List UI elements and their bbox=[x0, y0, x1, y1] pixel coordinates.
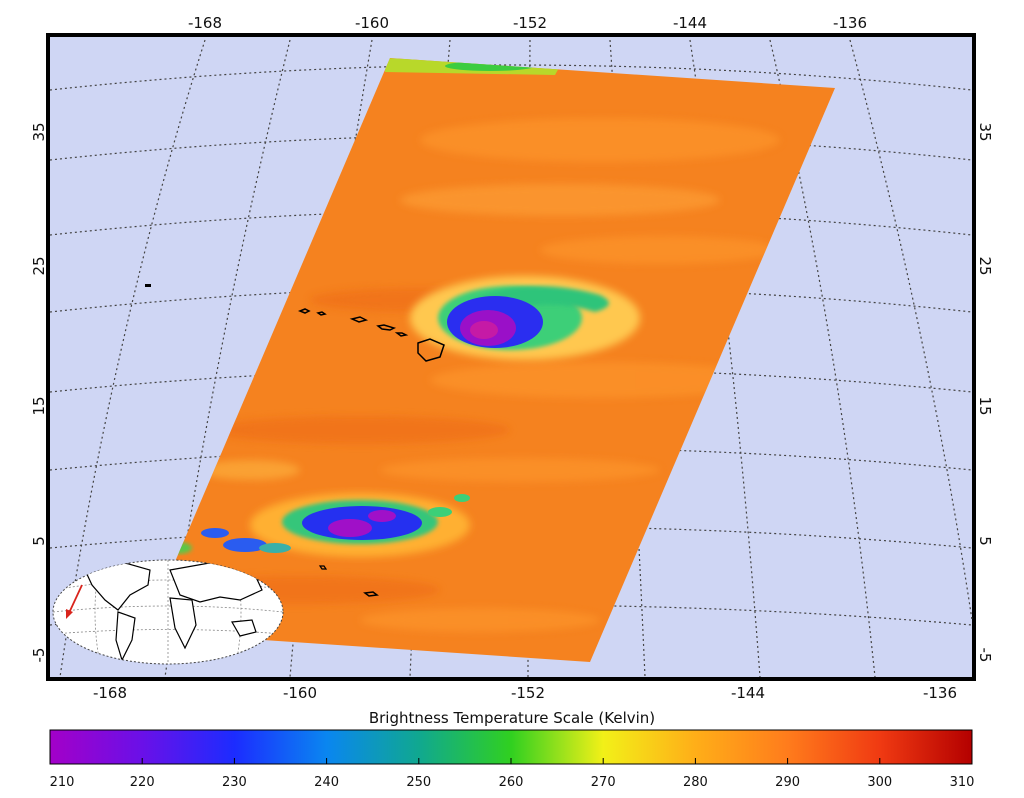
small-island bbox=[363, 591, 379, 597]
africa-outline bbox=[169, 597, 197, 650]
longitude-line bbox=[849, 39, 973, 621]
lon-label-top: -160 bbox=[355, 14, 389, 32]
lon-label-top: -168 bbox=[188, 14, 222, 32]
cluster-purple bbox=[368, 510, 396, 522]
cluster-cell bbox=[454, 494, 470, 502]
lon-label-bottom: -152 bbox=[511, 684, 545, 702]
lat-label-left: 15 bbox=[30, 396, 48, 415]
island-outline bbox=[417, 338, 445, 362]
lat-label-right: 5 bbox=[976, 536, 994, 546]
latitude-line bbox=[49, 64, 973, 91]
colorbar-tick-label: 300 bbox=[867, 775, 892, 790]
world-locator-inset bbox=[52, 559, 284, 665]
lon-label-top: -144 bbox=[673, 14, 707, 32]
colorbar-tick-label: 280 bbox=[683, 775, 708, 790]
cluster-purple bbox=[328, 519, 372, 537]
longitude-line bbox=[769, 39, 876, 678]
locator-arrow-icon bbox=[68, 584, 83, 614]
longitude-line bbox=[59, 39, 206, 678]
longitude-line bbox=[289, 39, 373, 678]
cluster-cell bbox=[223, 538, 267, 552]
left-latitude-labels: 35 25 15 5 -5 bbox=[30, 122, 48, 662]
island-outline bbox=[349, 316, 369, 323]
colorbar-tick-label: 230 bbox=[222, 775, 247, 790]
hawaiian-islands bbox=[297, 308, 445, 362]
colorbar-tick-labels: 210 220 230 240 250 260 270 280 290 300 310 bbox=[50, 775, 975, 790]
longitude-line bbox=[164, 39, 291, 678]
island-outline bbox=[297, 308, 311, 314]
lat-label-left: 35 bbox=[30, 122, 48, 141]
cluster-cell bbox=[201, 528, 229, 538]
bottom-longitude-labels: -168 -160 -152 -144 -136 bbox=[93, 684, 957, 702]
storm-cold-top bbox=[470, 321, 498, 339]
convective-cluster bbox=[201, 493, 470, 557]
lon-label-bottom: -160 bbox=[283, 684, 317, 702]
small-island bbox=[145, 284, 151, 287]
colorbar-ticks bbox=[49, 758, 973, 764]
colorbar-tick-label: 210 bbox=[50, 775, 75, 790]
colorbar: 210 220 230 240 250 260 270 280 290 300 310 bbox=[49, 729, 975, 790]
lon-label-bottom: -136 bbox=[923, 684, 957, 702]
colorbar-tick-label: 260 bbox=[499, 775, 524, 790]
hurricane-storm bbox=[410, 276, 640, 360]
colorbar-tick-label: 270 bbox=[591, 775, 616, 790]
lat-label-left: 25 bbox=[30, 256, 48, 275]
lat-label-right: 35 bbox=[976, 122, 994, 141]
locator-arrowhead bbox=[66, 609, 73, 619]
lat-label-right: -5 bbox=[976, 648, 994, 663]
cluster-cell bbox=[259, 543, 291, 553]
australia-outline bbox=[231, 619, 257, 637]
colorbar-title: Brightness Temperature Scale (Kelvin) bbox=[369, 709, 655, 727]
island-outline bbox=[376, 324, 397, 331]
colorbar-tick-label: 220 bbox=[130, 775, 155, 790]
colorbar-tick-label: 290 bbox=[775, 775, 800, 790]
lon-label-top: -152 bbox=[513, 14, 547, 32]
colorbar-tick-label: 240 bbox=[314, 775, 339, 790]
lon-label-bottom: -144 bbox=[731, 684, 765, 702]
cluster-cell bbox=[428, 507, 452, 517]
lat-label-right: 25 bbox=[976, 256, 994, 275]
lon-label-bottom: -168 bbox=[93, 684, 127, 702]
colorbar-tick-label: 250 bbox=[406, 775, 431, 790]
right-latitude-labels: 35 25 15 5 -5 bbox=[976, 122, 994, 662]
lon-label-top: -136 bbox=[833, 14, 867, 32]
colorbar-tick-label: 310 bbox=[950, 775, 975, 790]
island-outline bbox=[316, 311, 327, 316]
lat-label-left: -5 bbox=[30, 648, 48, 663]
small-island bbox=[318, 565, 328, 570]
top-longitude-labels: -168 -160 -152 -144 -136 bbox=[188, 14, 867, 32]
south-america-outline bbox=[115, 611, 136, 662]
north-america-outline bbox=[84, 562, 151, 611]
island-outline bbox=[394, 332, 409, 337]
lat-label-right: 15 bbox=[976, 396, 994, 415]
lat-label-left: 5 bbox=[30, 536, 48, 546]
